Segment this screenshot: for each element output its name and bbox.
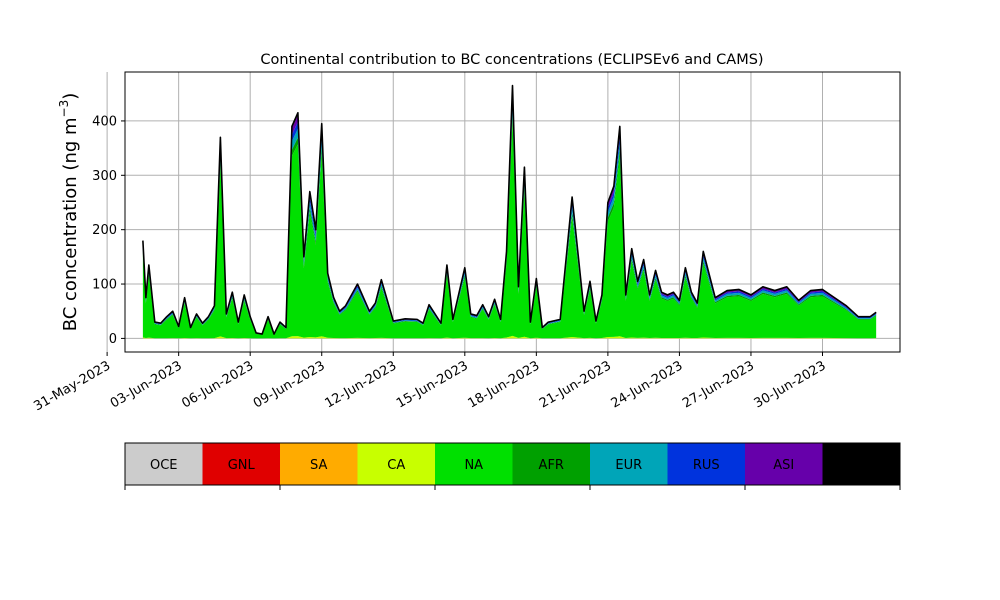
legend-label-oce: OCE: [150, 458, 178, 473]
legend-swatch-oce: [125, 443, 203, 485]
x-tick-label: 27-Jun-2023: [680, 358, 757, 411]
area-ca: [142, 335, 877, 339]
legend-swatch-sa: [280, 443, 358, 485]
y-axis-label-close: ): [60, 93, 81, 100]
x-tick-label: 03-Jun-2023: [108, 358, 185, 411]
y-axis-label: BC concentration (ng m−3): [57, 93, 81, 332]
y-axis-label-text: BC concentration (ng m: [60, 117, 81, 331]
x-axis-ticks: 31-May-202303-Jun-202306-Jun-202309-Jun-…: [31, 352, 829, 414]
legend-swatch-afr: [512, 443, 590, 485]
legend-swatch-aus: [822, 443, 900, 485]
legend-label-afr: AFR: [539, 458, 564, 473]
y-tick-label: 200: [92, 223, 117, 238]
x-tick-label: 21-Jun-2023: [537, 358, 614, 411]
x-tick-label: 06-Jun-2023: [179, 358, 256, 411]
y-tick-label: 100: [92, 278, 117, 293]
legend-swatch-ca: [357, 443, 435, 485]
legend-label-rus: RUS: [693, 458, 720, 473]
legend-swatch-gnl: [202, 443, 280, 485]
plot-frame: [124, 71, 901, 353]
legend-swatch-rus: [667, 443, 745, 485]
y-tick-label: 0: [109, 332, 117, 347]
y-tick-label: 400: [92, 114, 117, 129]
colorbar-legend: OCE GNL SA CA NA AFR EUR RUS ASI AUS: [124, 442, 901, 490]
total-line: [142, 84, 877, 335]
legend-label-na: NA: [464, 458, 483, 473]
legend-label-gnl: GNL: [228, 458, 256, 473]
legend-swatch-na: [435, 443, 513, 485]
legend-label-eur: EUR: [615, 458, 642, 473]
legend-frame: [124, 442, 901, 486]
legend-label-aus: AUS: [848, 458, 875, 473]
y-axis-ticks: 0 100 200 300 400: [92, 114, 125, 347]
chart-title: Continental contribution to BC concentra…: [260, 52, 763, 68]
legend-label-ca: CA: [387, 458, 405, 473]
area-na: [142, 120, 877, 339]
total-outline: [142, 84, 877, 335]
legend-label-sa: SA: [310, 458, 327, 473]
x-tick-label: 24-Jun-2023: [609, 358, 686, 411]
x-tick-label: 12-Jun-2023: [322, 358, 399, 411]
y-axis-label-exponent: −3: [57, 100, 71, 118]
x-tick-label: 31-May-2023: [31, 358, 113, 414]
stacked-areas: [142, 85, 877, 339]
legend-swatch-eur: [590, 443, 668, 485]
x-tick-label: 18-Jun-2023: [466, 358, 543, 411]
legend-label-asi: ASI: [773, 458, 794, 473]
x-tick-label: 09-Jun-2023: [251, 358, 328, 411]
x-tick-label: 30-Jun-2023: [752, 358, 829, 411]
y-tick-label: 300: [92, 169, 117, 184]
legend-swatch-asi: [745, 443, 823, 485]
x-tick-label: 15-Jun-2023: [394, 358, 471, 411]
